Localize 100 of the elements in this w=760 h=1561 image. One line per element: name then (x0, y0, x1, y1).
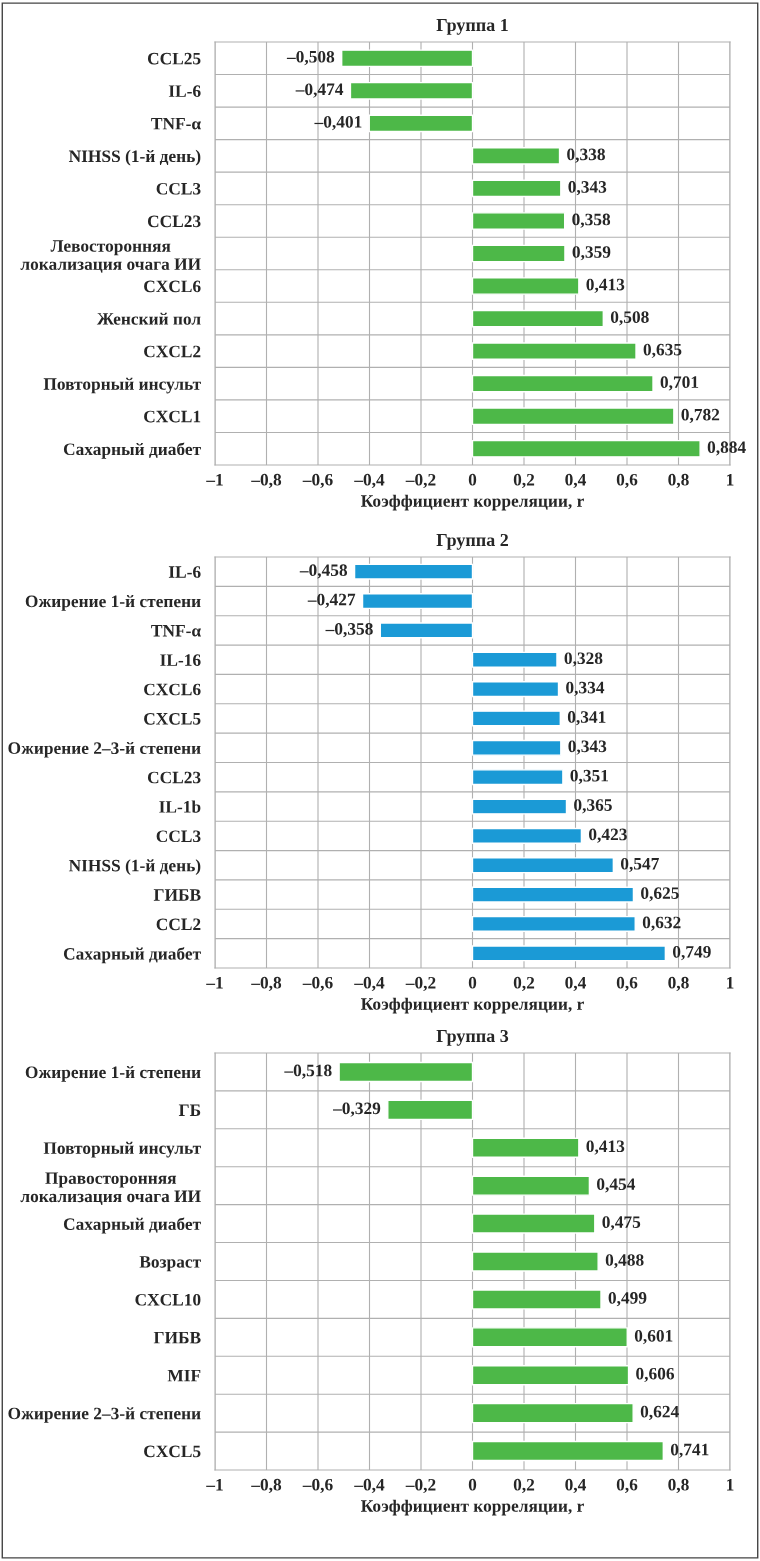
x-tick-label: –1 (206, 473, 223, 486)
bar (471, 374, 654, 393)
data-label: –0,329 (332, 1102, 381, 1117)
data-label: –0,427 (307, 593, 356, 608)
bar (471, 915, 636, 932)
y-tick-label: CXCL6 (144, 280, 201, 293)
bar (471, 827, 583, 844)
y-tick-label: CCL2 (156, 918, 201, 931)
data-label: 0,413 (586, 278, 625, 293)
bar (471, 179, 562, 198)
bar (471, 681, 560, 698)
data-label: 0,365 (574, 799, 612, 814)
data-label: –0,474 (295, 83, 344, 98)
bar (471, 798, 568, 815)
data-label: 0,334 (566, 681, 605, 696)
bar (471, 651, 558, 668)
y-tick-label: Левосторонняя локализация очага ИИ (20, 240, 201, 273)
bar (471, 1251, 599, 1272)
x-tick-label: 0,6 (616, 473, 638, 489)
x-tick-label: 0,2 (513, 473, 535, 489)
y-tick-label: ГИБВ (153, 889, 201, 901)
x-tick-label: 0,8 (668, 473, 689, 489)
y-tick-label: Женский пол (96, 312, 201, 325)
bar (471, 439, 701, 458)
x-tick-label: –0,4 (354, 473, 385, 489)
y-tick-label: CXCL5 (144, 1445, 201, 1458)
y-tick-label: Ожирение 2–3-й степени (8, 1407, 201, 1423)
bar (471, 309, 605, 328)
x-tick-label: 0,8 (668, 976, 689, 992)
data-label: 0,606 (636, 1367, 675, 1383)
data-label: 0,601 (634, 1329, 673, 1345)
y-tick-label: IL-6 (168, 85, 201, 97)
data-label: 0,624 (640, 1405, 679, 1420)
y-tick-label: ГБ (178, 1104, 201, 1116)
x-tick-label: 0 (468, 473, 477, 486)
x-tick-label: –0,6 (302, 976, 333, 992)
x-tick-label: 0,6 (616, 976, 638, 992)
chart-title: Группа 1 (436, 18, 508, 35)
y-tick-label: Ожирение 2–3-й степени (8, 741, 201, 758)
data-label: 0,884 (707, 441, 746, 456)
bar (471, 1327, 628, 1348)
bar (338, 1061, 474, 1083)
x-tick-label: 0 (468, 976, 477, 989)
y-tick-label: IL-1b (159, 800, 201, 813)
bar (471, 1175, 591, 1196)
x-tick-label: 1 (727, 473, 734, 486)
y-tick-label: Сахарный диабет (63, 1217, 201, 1234)
y-tick-label: IL-16 (160, 654, 201, 666)
data-label: 0,359 (572, 246, 611, 261)
data-label: –0,518 (284, 1064, 332, 1079)
bar (379, 622, 474, 639)
data-label: –0,358 (325, 623, 373, 638)
data-label: 0,508 (610, 311, 649, 326)
x-axis-title: Коэффициент корреляции, r (360, 494, 584, 511)
x-tick-label: –0,2 (405, 976, 436, 992)
data-label: 0,328 (564, 652, 603, 667)
y-tick-label: Правосторонняя локализация очага ИИ (20, 1172, 201, 1206)
y-tick-label: ГИБВ (153, 1331, 201, 1344)
y-tick-label: CCL3 (156, 182, 201, 195)
bar (471, 710, 562, 727)
bar (471, 739, 562, 756)
data-label: 0,625 (641, 887, 679, 902)
bar (471, 1402, 634, 1424)
y-tick-label: TNF-α (151, 118, 201, 130)
x-axis-title: Коэффициент корреляции, r (360, 1499, 584, 1516)
x-tick-label: 0,8 (668, 1478, 689, 1494)
bar (353, 563, 474, 580)
bar (361, 593, 474, 610)
y-tick-label: IL-6 (168, 566, 201, 578)
data-label: 0,343 (568, 740, 607, 755)
data-label: 0,782 (681, 408, 720, 424)
data-label: 0,499 (608, 1292, 647, 1307)
x-tick-label: –0,8 (251, 473, 282, 489)
data-label: 0,413 (586, 1140, 625, 1155)
y-tick-label: CCL3 (156, 830, 201, 843)
y-tick-label: Возраст (139, 1256, 201, 1272)
bar (471, 769, 564, 786)
y-tick-label: CCL23 (147, 771, 201, 784)
data-label: 0,547 (620, 857, 659, 873)
bar (471, 342, 637, 360)
bar (349, 81, 474, 100)
x-tick-label: 0,4 (565, 976, 587, 992)
bar (340, 49, 474, 68)
x-tick-label: –1 (206, 1478, 223, 1491)
chart-title: Группа 3 (436, 1029, 509, 1046)
y-tick-label: Сахарный диабет (63, 947, 201, 964)
y-tick-label: NIHSS (1-й день) (68, 859, 201, 875)
y-tick-label: Ожирение 1-й степени (25, 1066, 201, 1082)
x-tick-label: 0,2 (513, 1478, 535, 1494)
y-tick-label: CXCL1 (144, 410, 201, 423)
x-tick-label: 0 (468, 1478, 477, 1491)
bar (471, 277, 580, 295)
y-tick-label: NIHSS (1-й день) (68, 149, 201, 166)
y-tick-label: CXCL10 (135, 1293, 201, 1306)
x-tick-label: –0,4 (354, 1478, 385, 1494)
bar (471, 244, 566, 263)
bar (471, 1213, 596, 1234)
bar (387, 1099, 474, 1121)
y-tick-label: Повторный инсульт (43, 377, 201, 394)
x-tick-label: –0,6 (302, 473, 333, 489)
